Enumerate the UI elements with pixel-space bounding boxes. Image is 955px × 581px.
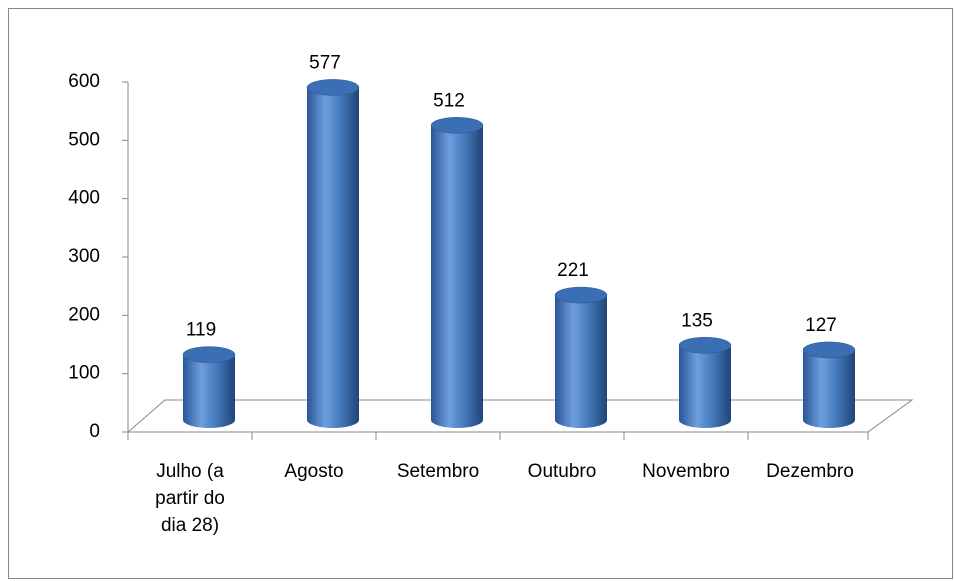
bar-top <box>802 341 856 359</box>
bar <box>431 125 483 428</box>
bar <box>803 349 855 428</box>
data-label: 577 <box>309 52 341 73</box>
chart-border <box>8 8 953 579</box>
bar <box>183 354 235 428</box>
bar <box>679 345 731 428</box>
data-label: 119 <box>186 320 216 341</box>
bar-top <box>554 286 608 304</box>
y-tick-label: 500 <box>68 129 100 150</box>
data-label: 135 <box>681 310 713 331</box>
x-tick-label: Dezembro <box>766 461 854 482</box>
x-tick-label: Agosto <box>284 461 344 482</box>
bar-top <box>306 79 360 96</box>
floor <box>126 399 914 433</box>
x-tick-label: Outubro <box>527 461 597 482</box>
y-tick-label: 100 <box>68 363 100 384</box>
data-label: 221 <box>557 260 589 281</box>
data-label: 512 <box>433 90 465 111</box>
x-tick-label: Novembro <box>642 461 730 482</box>
x-tick-label: Julho (a partir do dia 28) <box>155 461 225 536</box>
data-label: 127 <box>805 315 837 336</box>
y-tick-label: 300 <box>68 246 100 267</box>
y-tick-label: 0 <box>89 421 100 442</box>
y-tick-label: 200 <box>68 304 100 325</box>
bar-top <box>678 337 732 354</box>
x-tick-label: Setembro <box>396 461 480 482</box>
bar-top <box>430 117 484 134</box>
bar <box>307 87 359 429</box>
bar-top <box>182 346 236 363</box>
y-tick-label: 400 <box>68 188 100 209</box>
bar <box>555 295 607 428</box>
y-tick-label: 600 <box>68 71 100 92</box>
